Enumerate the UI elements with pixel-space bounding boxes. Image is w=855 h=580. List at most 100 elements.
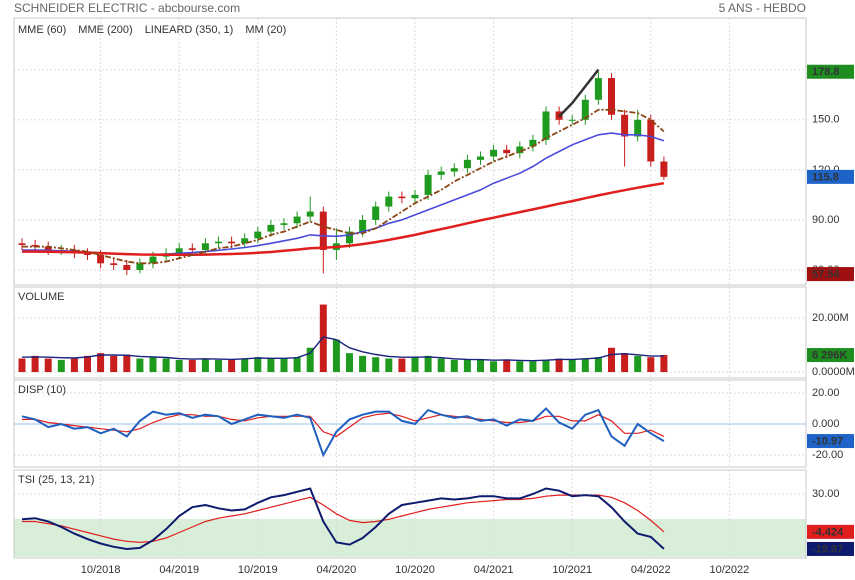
y-tick-label: 0.0000M <box>812 366 855 378</box>
volume-bar <box>18 358 26 373</box>
x-tick-label: 10/2022 <box>710 564 750 576</box>
x-tick-label: 04/2020 <box>317 564 357 576</box>
volume-bar <box>97 353 105 373</box>
y-tick-label: 20.00M <box>812 312 849 324</box>
value-badge-label: 57.54 <box>812 268 840 280</box>
x-tick-label: 04/2022 <box>631 564 671 576</box>
volume-bar <box>398 358 406 373</box>
candle-body <box>647 119 655 162</box>
value-badge <box>807 267 854 282</box>
value-badge <box>807 541 854 556</box>
candle-body <box>424 174 432 195</box>
candle-body <box>346 231 353 244</box>
volume-bar <box>542 359 550 373</box>
candle-body <box>411 194 419 199</box>
volume-bar <box>346 353 353 373</box>
volume-bar <box>529 361 537 373</box>
volume-bar <box>463 359 471 373</box>
y-tick-label: 150.0 <box>812 114 840 126</box>
candle-body <box>437 171 445 175</box>
y-tick-label: 30.00 <box>812 488 840 500</box>
candle-body <box>123 264 131 270</box>
volume-bar <box>201 358 209 373</box>
x-tick-label: 10/2018 <box>81 564 121 576</box>
indicator-line <box>21 336 664 362</box>
indicator-line <box>22 132 665 256</box>
y-tick-label: -20.00 <box>812 449 843 461</box>
candle-body <box>490 149 498 157</box>
value-badge <box>807 169 854 184</box>
candle-body <box>306 211 314 217</box>
value-badge-label: -4.424 <box>812 526 844 538</box>
volume-bar <box>568 359 576 373</box>
volume-bar <box>228 359 236 373</box>
value-badge-label: -19.97 <box>812 543 843 555</box>
candle-body <box>110 263 118 265</box>
volume-bar <box>280 358 288 373</box>
candle-body <box>581 99 589 120</box>
indicator-line <box>22 494 665 544</box>
volume-bar <box>437 358 445 373</box>
candle-body <box>542 111 550 140</box>
indicator-line <box>22 412 665 438</box>
candle-body <box>319 211 327 250</box>
candle-body <box>359 219 367 232</box>
candle-body <box>398 196 406 199</box>
volume-bar <box>608 347 615 373</box>
candle-body <box>84 253 91 255</box>
volume-bar <box>175 359 183 373</box>
x-tick-label: 10/2019 <box>238 564 278 576</box>
volume-bar <box>621 353 629 373</box>
x-tick-label: 10/2020 <box>395 564 435 576</box>
candle-body <box>228 241 236 244</box>
legend-entry: MM (20) <box>245 24 286 36</box>
indicator-line <box>21 407 665 458</box>
panel-title: VOLUME <box>18 291 64 303</box>
value-badge <box>807 524 854 539</box>
volume-bar <box>477 359 484 373</box>
volume-bar <box>188 359 196 373</box>
volume-bar <box>660 355 668 373</box>
candle-body <box>136 263 144 270</box>
candle-body <box>293 216 301 224</box>
value-badge-label: 6 296K <box>812 349 848 361</box>
volume-bar <box>385 358 393 373</box>
value-badge-label: -10.97 <box>812 435 843 447</box>
value-badge <box>807 64 854 79</box>
value-badge-label: 115.8 <box>812 171 839 183</box>
panel-frame <box>13 379 807 468</box>
volume-bar <box>555 358 563 373</box>
panel-frame <box>13 17 807 286</box>
panel-frame <box>13 286 807 379</box>
value-badge-label: 178.8 <box>812 66 840 78</box>
candle-body <box>594 78 602 100</box>
volume-bar <box>267 358 275 373</box>
candle-body <box>503 149 511 154</box>
candle-body <box>280 223 288 225</box>
candle-body <box>97 254 105 264</box>
volume-bar <box>84 355 91 373</box>
volume-bar <box>372 357 380 373</box>
candle-body <box>372 206 380 220</box>
volume-bar <box>241 358 249 373</box>
candle-body <box>254 231 262 239</box>
candle-body <box>201 243 209 250</box>
volume-bar <box>254 357 262 373</box>
candle-body <box>477 156 484 160</box>
volume-bar <box>359 355 367 373</box>
volume-bar <box>411 357 419 373</box>
volume-bar <box>503 359 511 373</box>
candle-body <box>621 114 629 137</box>
candle-body <box>18 243 26 245</box>
volume-bar <box>44 358 52 373</box>
candle-body <box>516 146 524 154</box>
y-tick-label: 20.00 <box>812 387 840 399</box>
x-tick-label: 10/2021 <box>552 564 592 576</box>
panel-frame <box>13 469 807 559</box>
volume-bar <box>306 347 314 373</box>
candle-body <box>450 168 458 172</box>
candle-body <box>608 78 615 115</box>
volume-bar <box>634 355 642 373</box>
